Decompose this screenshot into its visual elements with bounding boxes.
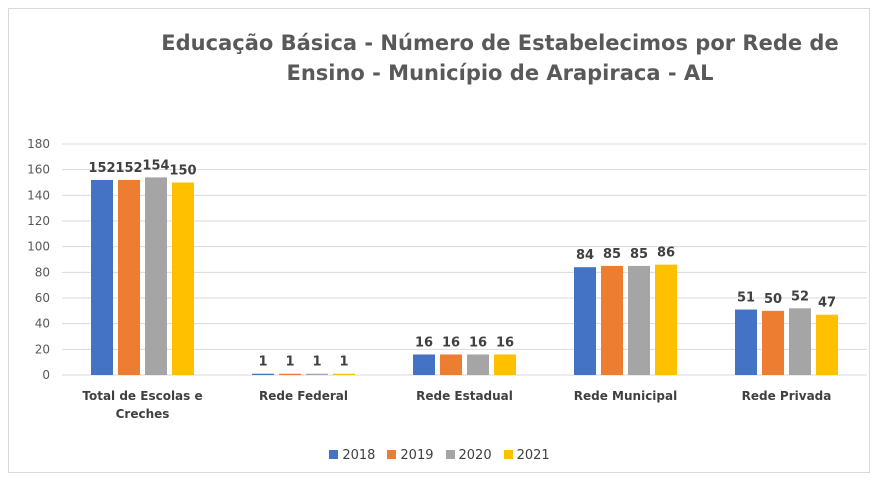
bar bbox=[91, 179, 113, 375]
y-tick-label: 40 bbox=[35, 317, 50, 331]
legend-item: 2020 bbox=[445, 448, 492, 463]
y-tick-label: 80 bbox=[35, 265, 50, 279]
x-tick-label: Rede Privada bbox=[741, 389, 832, 403]
legend: 2018 2019 2020 2021 bbox=[0, 448, 879, 463]
data-label: 86 bbox=[657, 246, 675, 261]
data-label: 47 bbox=[818, 296, 836, 311]
bar bbox=[145, 177, 167, 375]
y-tick-label: 180 bbox=[27, 137, 50, 151]
y-tick-label: 160 bbox=[27, 163, 50, 177]
data-label: 1 bbox=[339, 355, 348, 370]
bar bbox=[467, 354, 489, 375]
data-label: 1 bbox=[258, 355, 267, 370]
legend-item: 2019 bbox=[387, 448, 434, 463]
legend-item: 2021 bbox=[503, 448, 550, 463]
chart-title: Educação Básica - Número de Estabelecimo… bbox=[161, 31, 839, 85]
legend-item: 2018 bbox=[329, 448, 375, 463]
bar bbox=[655, 264, 677, 375]
data-label: 85 bbox=[603, 247, 621, 262]
data-label: 50 bbox=[764, 292, 782, 307]
bar bbox=[279, 373, 301, 375]
x-tick-label: Rede Federal bbox=[259, 389, 348, 403]
data-label: 152 bbox=[115, 161, 142, 176]
bar bbox=[494, 354, 516, 375]
data-label: 16 bbox=[496, 335, 514, 350]
bar bbox=[735, 309, 757, 375]
y-tick-label: 120 bbox=[27, 214, 50, 228]
data-label: 84 bbox=[576, 248, 594, 263]
legend-swatch bbox=[387, 450, 397, 459]
bar bbox=[762, 310, 784, 375]
legend-label: 2020 bbox=[458, 448, 492, 463]
data-label: 85 bbox=[630, 247, 648, 262]
legend-swatch bbox=[503, 450, 513, 459]
bar bbox=[601, 265, 623, 375]
legend-label: 2018 bbox=[342, 448, 376, 463]
legend-swatch bbox=[445, 450, 455, 459]
bar bbox=[574, 267, 596, 375]
bar bbox=[172, 182, 194, 375]
bar bbox=[789, 308, 811, 375]
y-tick-label: 140 bbox=[27, 188, 50, 202]
y-tick-label: 0 bbox=[42, 368, 50, 382]
bar bbox=[816, 314, 838, 375]
bar bbox=[118, 179, 140, 375]
y-tick-label: 100 bbox=[27, 240, 50, 254]
legend-label: 2019 bbox=[400, 448, 434, 463]
x-tick-label: Total de Escolas e Creches bbox=[82, 389, 203, 421]
legend-swatch bbox=[329, 450, 339, 459]
bar bbox=[440, 354, 462, 375]
data-label: 152 bbox=[88, 161, 115, 176]
data-label: 16 bbox=[442, 335, 460, 350]
legend-label: 2021 bbox=[516, 448, 550, 463]
bar bbox=[306, 373, 328, 375]
bar bbox=[628, 265, 650, 375]
data-label: 16 bbox=[415, 335, 433, 350]
x-tick-label: Rede Estadual bbox=[416, 389, 513, 403]
data-label: 51 bbox=[737, 291, 755, 306]
bar bbox=[413, 354, 435, 375]
data-label: 52 bbox=[791, 289, 809, 304]
chart-frame bbox=[8, 8, 870, 473]
data-label: 154 bbox=[142, 158, 169, 173]
data-label: 1 bbox=[285, 355, 294, 370]
x-tick-label: Rede Municipal bbox=[573, 389, 678, 403]
y-tick-label: 20 bbox=[35, 342, 50, 356]
data-label: 1 bbox=[312, 355, 321, 370]
data-label: 150 bbox=[169, 164, 196, 179]
data-label: 16 bbox=[469, 335, 487, 350]
y-tick-label: 60 bbox=[35, 291, 50, 305]
bar bbox=[252, 373, 274, 375]
bar bbox=[333, 373, 355, 375]
